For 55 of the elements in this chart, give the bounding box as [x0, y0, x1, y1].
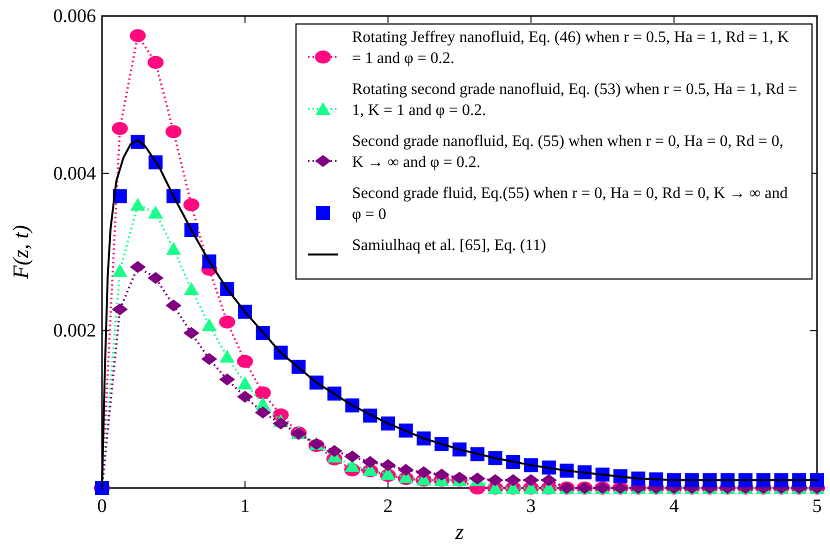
x-axis-title: z: [454, 519, 464, 544]
point: [237, 390, 253, 403]
point: [237, 354, 253, 368]
point: [326, 445, 342, 458]
point: [130, 198, 146, 211]
x-tick-label: 4: [669, 496, 680, 517]
point: [148, 206, 164, 219]
x-tick-label: 3: [526, 496, 536, 517]
legend-label: Second grade fluid, Eq.(55) when r = 0, Ha = 0, Rd = 0, K → ∞ and φ = 0: [352, 185, 788, 223]
point: [112, 264, 128, 277]
point: [166, 125, 182, 138]
point: [398, 464, 414, 476]
point: [254, 406, 271, 418]
x-tick-label: 1: [240, 496, 250, 517]
point: [148, 56, 164, 69]
legend-label: Second grade nanofluid, Eq. (55) when when r = 0, Ha = 0, Rd = 0, K → ∞ and φ = 0.2.: [352, 133, 784, 171]
point: [505, 474, 522, 486]
point: [112, 303, 128, 316]
legend-label: Samiulhaq et al. [65], Eq. (11): [352, 237, 546, 254]
point: [183, 198, 200, 212]
point: [220, 350, 235, 363]
point: [130, 29, 146, 42]
x-tick-label: 2: [383, 496, 393, 517]
point: [166, 299, 182, 312]
point: [183, 327, 200, 340]
point: [272, 417, 289, 430]
point: [184, 282, 199, 295]
point: [344, 450, 360, 463]
point: [523, 474, 539, 486]
x-tick-label: 5: [812, 496, 822, 517]
point: [487, 474, 504, 486]
point: [112, 122, 128, 135]
point: [130, 260, 146, 273]
point: [219, 316, 236, 329]
y-axis-title: F(z, t): [8, 225, 33, 280]
y-tick-label: 0.002: [53, 320, 96, 342]
x-tick-label: 0: [97, 496, 107, 517]
y-tick-label: 0.006: [53, 6, 96, 27]
point: [254, 386, 271, 400]
y-tick-label: 0.004: [53, 163, 96, 184]
point: [452, 472, 468, 484]
point: [148, 272, 164, 284]
legend-label: Rotating second grade nanofluid, Eq. (53) when r = 0.5, Ha = 1, Rd = 1, K = 1 and φ = 0.2.: [352, 81, 798, 119]
point: [202, 318, 217, 332]
point: [810, 473, 824, 488]
point: [201, 352, 218, 365]
point: [540, 474, 557, 486]
point: [416, 466, 432, 478]
point: [362, 456, 378, 468]
point: [434, 468, 450, 481]
point: [166, 242, 181, 255]
legend-label: Rotating Jeffrey nanofluid, Eq. (46) when r = 0.5, Ha = 1, Rd = 1, K = 1 and φ = 0.2.: [352, 29, 790, 67]
point: [219, 373, 236, 386]
point: [238, 376, 252, 390]
point: [380, 459, 396, 472]
